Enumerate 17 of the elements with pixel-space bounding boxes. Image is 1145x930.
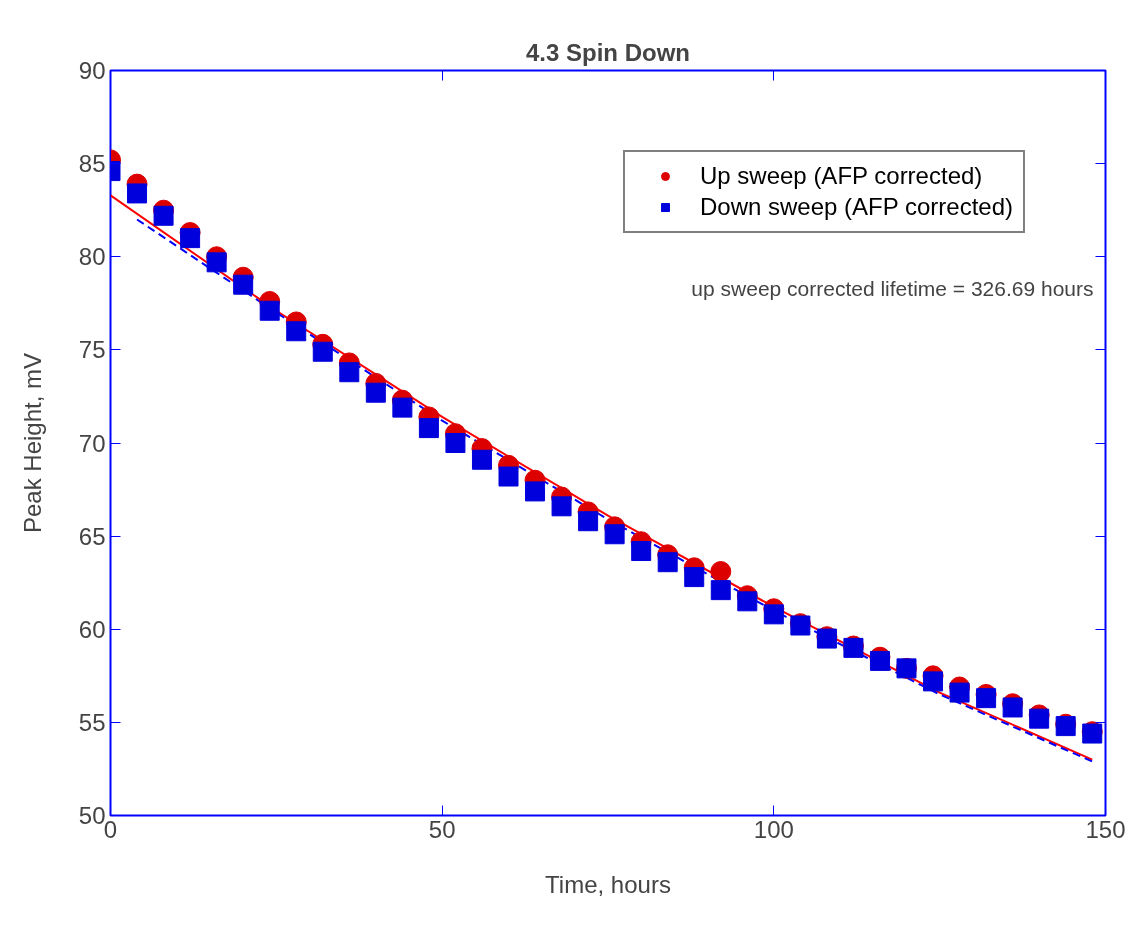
annotation: up sweep corrected lifetime = 326.69 hours [691, 276, 1094, 300]
y-axis-title: Peak Height, mV [18, 352, 46, 534]
x-tick-label: 50 [428, 815, 456, 843]
y-tick-label: 90 [78, 57, 106, 84]
y-tick-label: 75 [78, 336, 106, 364]
y-tick-label: 55 [78, 708, 106, 736]
x-tick-label: 150 [1085, 815, 1126, 843]
chart-title: 4.3 Spin Down [525, 38, 691, 66]
y-tick-label: 65 [78, 522, 106, 550]
y-tick-label: 85 [78, 150, 106, 178]
y-tick-label: 60 [78, 615, 106, 643]
x-tick-label: 100 [753, 815, 794, 843]
legend-label: Up sweep (AFP corrected) [699, 162, 983, 190]
y-tick-label: 80 [78, 243, 106, 271]
y-tick-label: 70 [78, 429, 106, 457]
legend-label: Down sweep (AFP corrected) [699, 193, 1013, 221]
x-axis-title: Time, hours [545, 870, 671, 898]
